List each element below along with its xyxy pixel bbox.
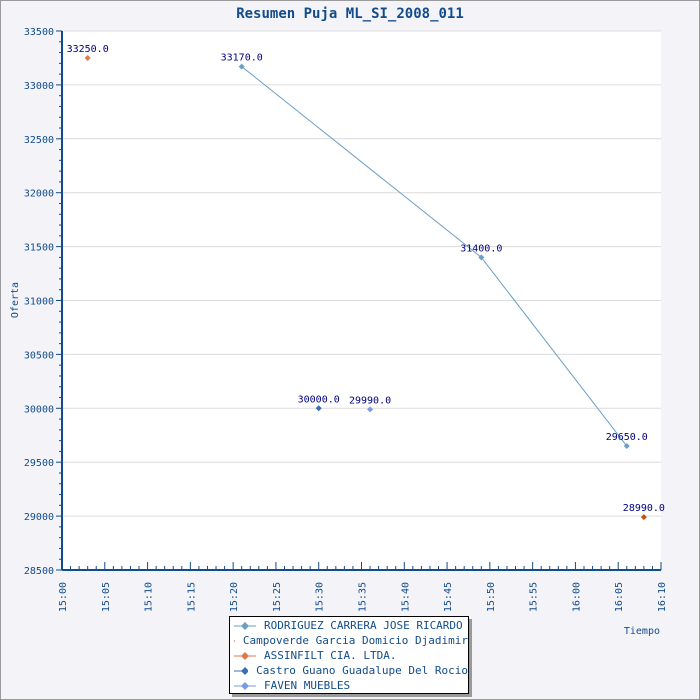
- y-tick-label: 30000: [24, 404, 54, 415]
- y-tick-label: 33500: [24, 27, 54, 38]
- x-tick-label: 15:40: [400, 582, 411, 612]
- data-label: 33170.0: [221, 53, 263, 64]
- legend-marker-icon: [234, 651, 256, 660]
- x-tick-label: 15:05: [101, 582, 112, 612]
- x-tick-label: 15:00: [58, 582, 69, 612]
- y-tick-label: 28500: [24, 566, 54, 577]
- legend-label: FAVEN MUEBLES: [264, 679, 351, 692]
- legend-item: Castro Guano Guadalupe Del Rocio: [230, 663, 468, 678]
- legend: RODRIGUEZ CARRERA JOSE RICARDO Campoverde…: [229, 616, 469, 694]
- data-label: 28990.0: [623, 503, 665, 514]
- y-tick-label: 30500: [24, 350, 54, 361]
- y-tick-label: 29000: [24, 512, 54, 523]
- x-tick-label: 16:10: [657, 582, 668, 612]
- y-tick-label: 31000: [24, 297, 54, 308]
- legend-marker-icon: [234, 640, 235, 641]
- legend-item: Campoverde Garcia Domicio Djadimir: [230, 633, 468, 648]
- data-label: 31400.0: [460, 243, 502, 254]
- legend-label: Castro Guano Guadalupe Del Rocio: [256, 664, 468, 677]
- x-tick-label: 15:50: [486, 582, 497, 612]
- legend-marker-icon: [234, 681, 256, 690]
- y-tick-label: 31500: [24, 243, 54, 254]
- x-tick-label: 15:15: [186, 582, 197, 612]
- data-point: [84, 54, 91, 61]
- legend-label: RODRIGUEZ CARRERA JOSE RICARDO: [264, 619, 463, 632]
- legend-label: ASSINFILT CIA. LTDA.: [264, 649, 397, 662]
- legend-marker-icon: [234, 621, 256, 630]
- legend-item: ASSINFILT CIA. LTDA.: [230, 648, 468, 663]
- y-tick-label: 32000: [24, 189, 54, 200]
- y-tick-label: 29500: [24, 458, 54, 469]
- data-label: 29650.0: [606, 432, 648, 443]
- x-tick-label: 16:05: [614, 582, 625, 612]
- x-tick-label: 15:55: [529, 582, 540, 612]
- x-tick-label: 15:25: [272, 582, 283, 612]
- legend-label: Campoverde Garcia Domicio Djadimir: [242, 634, 468, 647]
- legend-marker-icon: [234, 666, 249, 675]
- y-axis-label: Oferta: [10, 282, 21, 318]
- x-tick-label: 15:30: [315, 582, 326, 612]
- chart-title: Resumen Puja ML_SI_2008_011: [236, 6, 464, 22]
- data-point: [640, 514, 647, 521]
- y-tick-label: 32500: [24, 135, 54, 146]
- legend-item: RODRIGUEZ CARRERA JOSE RICARDO: [230, 618, 468, 633]
- data-label: 30000.0: [298, 394, 340, 405]
- x-tick-label: 15:20: [229, 582, 240, 612]
- data-point: [623, 443, 630, 450]
- data-point: [478, 254, 485, 261]
- x-tick-label: 15:10: [144, 582, 155, 612]
- x-axis-label: Tiempo: [624, 626, 660, 637]
- x-tick-label: 15:35: [358, 582, 369, 612]
- data-point: [315, 405, 322, 412]
- legend-item: FAVEN MUEBLES: [230, 678, 468, 693]
- x-tick-label: 16:00: [571, 582, 582, 612]
- data-label: 29990.0: [349, 395, 391, 406]
- data-label: 33250.0: [67, 44, 109, 55]
- x-tick-label: 15:45: [443, 582, 454, 612]
- y-tick-label: 33000: [24, 81, 54, 92]
- data-point: [238, 63, 245, 70]
- data-point: [367, 406, 374, 413]
